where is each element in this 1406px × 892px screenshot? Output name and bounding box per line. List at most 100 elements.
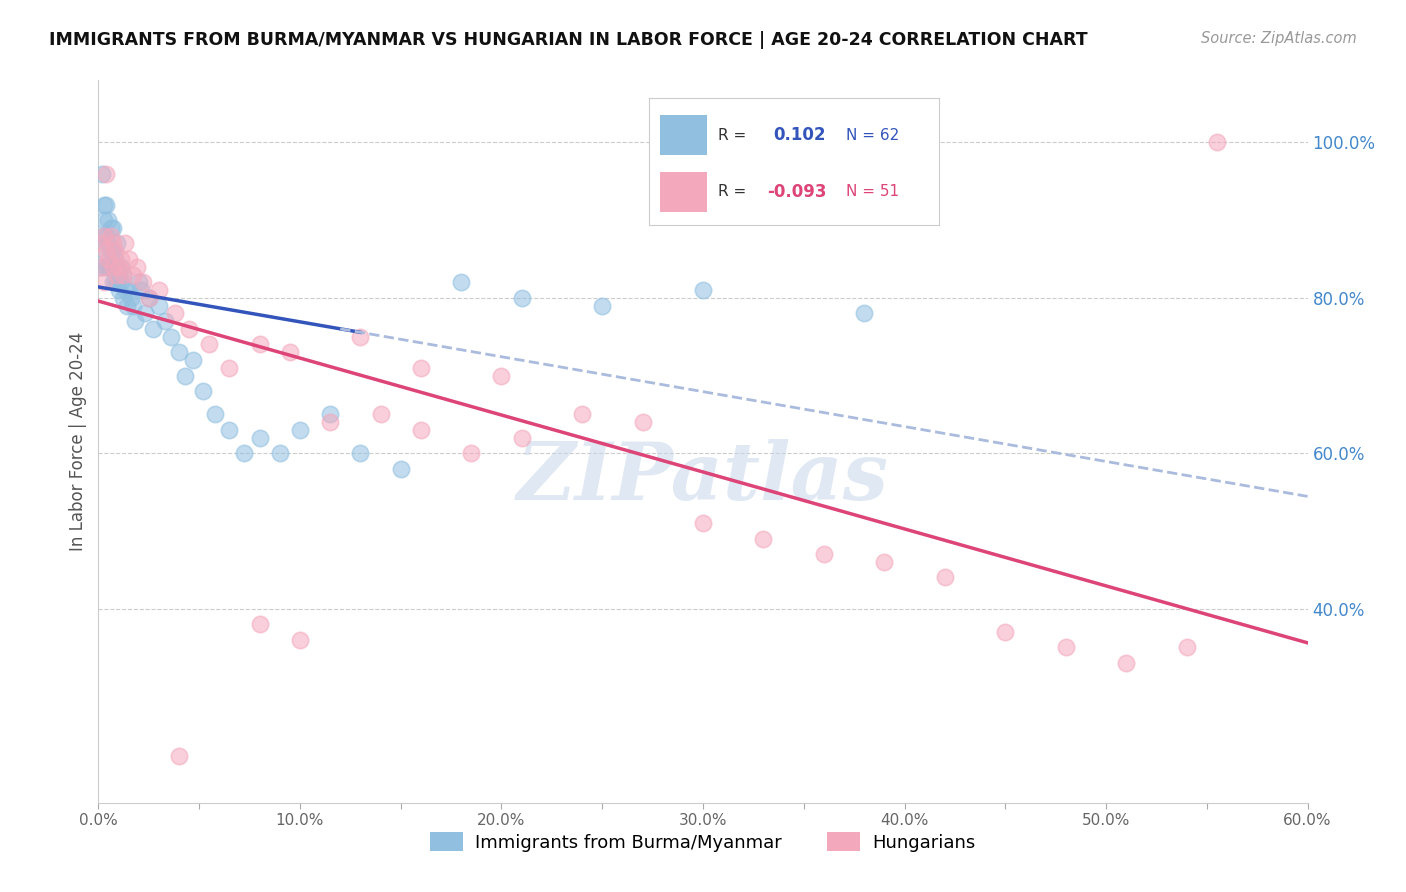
Point <box>97 213 120 227</box>
Point <box>91 167 114 181</box>
Point <box>153 314 176 328</box>
Point <box>994 624 1017 639</box>
Point <box>111 291 134 305</box>
Point <box>934 570 956 584</box>
Point <box>319 415 342 429</box>
Point <box>100 244 122 259</box>
Point <box>110 260 132 274</box>
Text: IMMIGRANTS FROM BURMA/MYANMAR VS HUNGARIAN IN LABOR FORCE | AGE 20-24 CORRELATIO: IMMIGRANTS FROM BURMA/MYANMAR VS HUNGARI… <box>49 31 1088 49</box>
Point <box>101 220 124 235</box>
Point <box>853 306 876 320</box>
Point <box>510 291 533 305</box>
Point <box>107 283 129 297</box>
Point <box>124 314 146 328</box>
Point <box>288 632 311 647</box>
Point <box>97 252 120 266</box>
Point <box>121 299 143 313</box>
Point <box>96 260 118 274</box>
Point <box>218 360 240 375</box>
Point <box>103 275 125 289</box>
Point <box>111 268 134 282</box>
Point <box>193 384 215 398</box>
Point <box>107 260 129 274</box>
Point <box>692 283 714 297</box>
Point <box>103 244 125 259</box>
Point <box>148 299 170 313</box>
Point <box>91 228 114 243</box>
Point <box>100 228 122 243</box>
Point <box>389 461 412 475</box>
Point <box>181 353 204 368</box>
Point <box>591 299 613 313</box>
Point <box>460 446 482 460</box>
Point <box>96 228 118 243</box>
Point <box>93 244 115 259</box>
Point <box>96 167 118 181</box>
Point <box>813 547 835 561</box>
Point <box>93 275 115 289</box>
Point <box>115 299 138 313</box>
Point <box>101 236 124 251</box>
Point <box>288 423 311 437</box>
Point <box>174 368 197 383</box>
Point <box>101 260 124 274</box>
Point <box>120 291 142 305</box>
Point <box>89 236 111 251</box>
Point <box>105 268 128 282</box>
Point <box>111 268 134 282</box>
Point <box>91 260 114 274</box>
Y-axis label: In Labor Force | Age 20-24: In Labor Force | Age 20-24 <box>69 332 87 551</box>
Point <box>349 446 371 460</box>
Point <box>93 228 115 243</box>
Point <box>100 220 122 235</box>
Point <box>198 337 221 351</box>
Point <box>110 275 132 289</box>
Point <box>103 252 125 266</box>
Point <box>1175 640 1198 655</box>
Point <box>571 408 593 422</box>
Point <box>138 291 160 305</box>
Point <box>132 275 155 289</box>
Text: ZIPatlas: ZIPatlas <box>517 439 889 516</box>
Point <box>129 283 152 297</box>
Point <box>319 408 342 422</box>
Point <box>491 368 513 383</box>
Point <box>121 268 143 282</box>
Point <box>100 260 122 274</box>
Point <box>93 213 115 227</box>
Point <box>163 306 186 320</box>
Point <box>692 516 714 530</box>
Point <box>167 345 190 359</box>
Point <box>204 408 226 422</box>
Point <box>278 345 301 359</box>
Point <box>97 236 120 251</box>
Point <box>409 423 432 437</box>
Point <box>249 617 271 632</box>
Legend: Immigrants from Burma/Myanmar, Hungarians: Immigrants from Burma/Myanmar, Hungarian… <box>423 825 983 859</box>
Point <box>218 423 240 437</box>
Point <box>409 360 432 375</box>
Point <box>101 260 124 274</box>
Point <box>138 291 160 305</box>
Point <box>249 337 271 351</box>
Point <box>97 260 120 274</box>
Point <box>105 236 128 251</box>
Point <box>148 283 170 297</box>
Text: Source: ZipAtlas.com: Source: ZipAtlas.com <box>1201 31 1357 46</box>
Point <box>134 306 156 320</box>
Point <box>1054 640 1077 655</box>
Point <box>269 446 291 460</box>
Point <box>93 197 115 211</box>
Point <box>96 244 118 259</box>
Point <box>752 532 775 546</box>
Point <box>105 275 128 289</box>
Point <box>114 236 136 251</box>
Point <box>101 275 124 289</box>
Point <box>249 431 271 445</box>
Point <box>232 446 254 460</box>
Point <box>631 415 654 429</box>
Point <box>89 260 111 274</box>
Point <box>1115 656 1137 670</box>
Point <box>96 197 118 211</box>
Point <box>105 260 128 274</box>
